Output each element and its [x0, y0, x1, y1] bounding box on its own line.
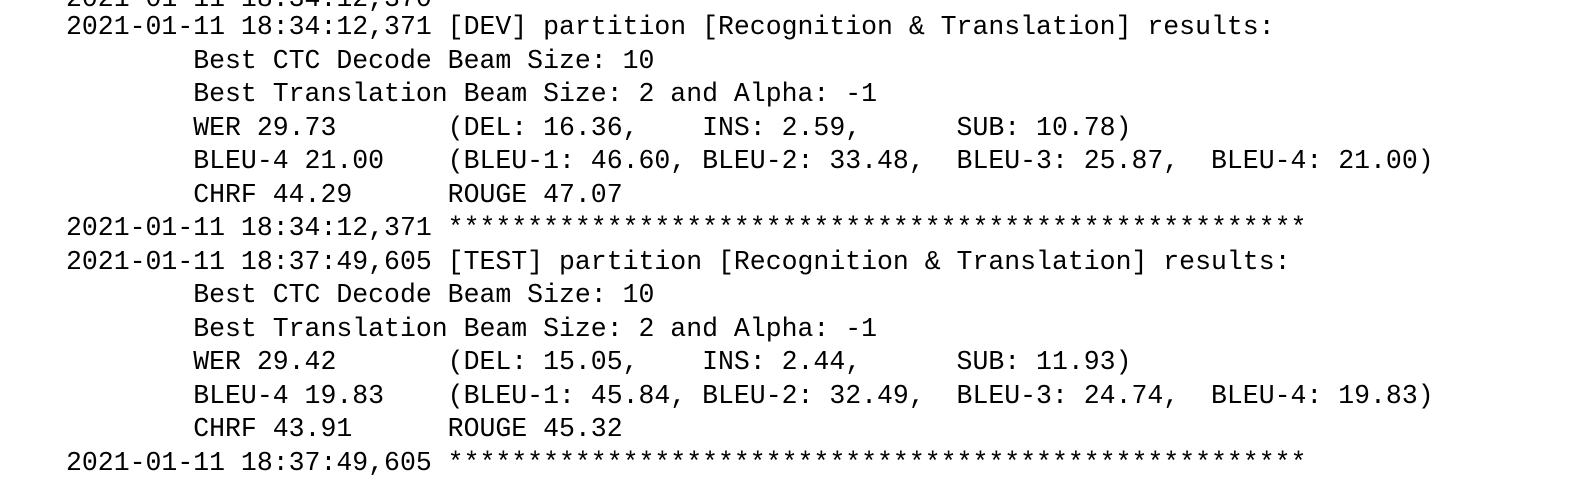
log-line-dev-chrf-rouge: CHRF 44.29 ROUGE 47.07: [66, 179, 623, 210]
log-line-dev-wer: WER 29.73 (DEL: 16.36, INS: 2.59, SUB: 1…: [66, 112, 1132, 143]
log-line-test-chrf-rouge: CHRF 43.91 ROUGE 45.32: [66, 414, 623, 444]
log-line-test-separator: 2021-01-11 18:37:49,605 ****************…: [66, 447, 1307, 478]
log-line-test-translation-beam: Best Translation Beam Size: 2 and Alpha:…: [66, 313, 878, 344]
log-output: 2021-01-11 18:34:12,370 2021-01-11 18:34…: [66, 0, 1566, 492]
log-line-dev-bleu: BLEU-4 21.00 (BLEU-1: 46.60, BLEU-2: 33.…: [66, 146, 1434, 176]
log-line-test-wer: WER 29.42 (DEL: 15.05, INS: 2.44, SUB: 1…: [66, 347, 1132, 377]
log-line-test-header: 2021-01-11 18:37:49,605 [TEST] partition…: [66, 246, 1291, 277]
log-line-test-bleu: BLEU-4 19.83 (BLEU-1: 45.84, BLEU-2: 32.…: [66, 380, 1434, 411]
log-line-dev-separator: 2021-01-11 18:34:12,371 ****************…: [66, 213, 1307, 243]
log-line-dev-ctc-beam: Best CTC Decode Beam Size: 10: [66, 45, 655, 76]
log-line-partial: 2021-01-11 18:34:12,370: [66, 0, 432, 17]
log-line-dev-header: 2021-01-11 18:34:12,371 [DEV] partition …: [66, 12, 1275, 42]
log-line-dev-translation-beam: Best Translation Beam Size: 2 and Alpha:…: [66, 79, 878, 109]
log-line-test-ctc-beam: Best CTC Decode Beam Size: 10: [66, 280, 655, 310]
